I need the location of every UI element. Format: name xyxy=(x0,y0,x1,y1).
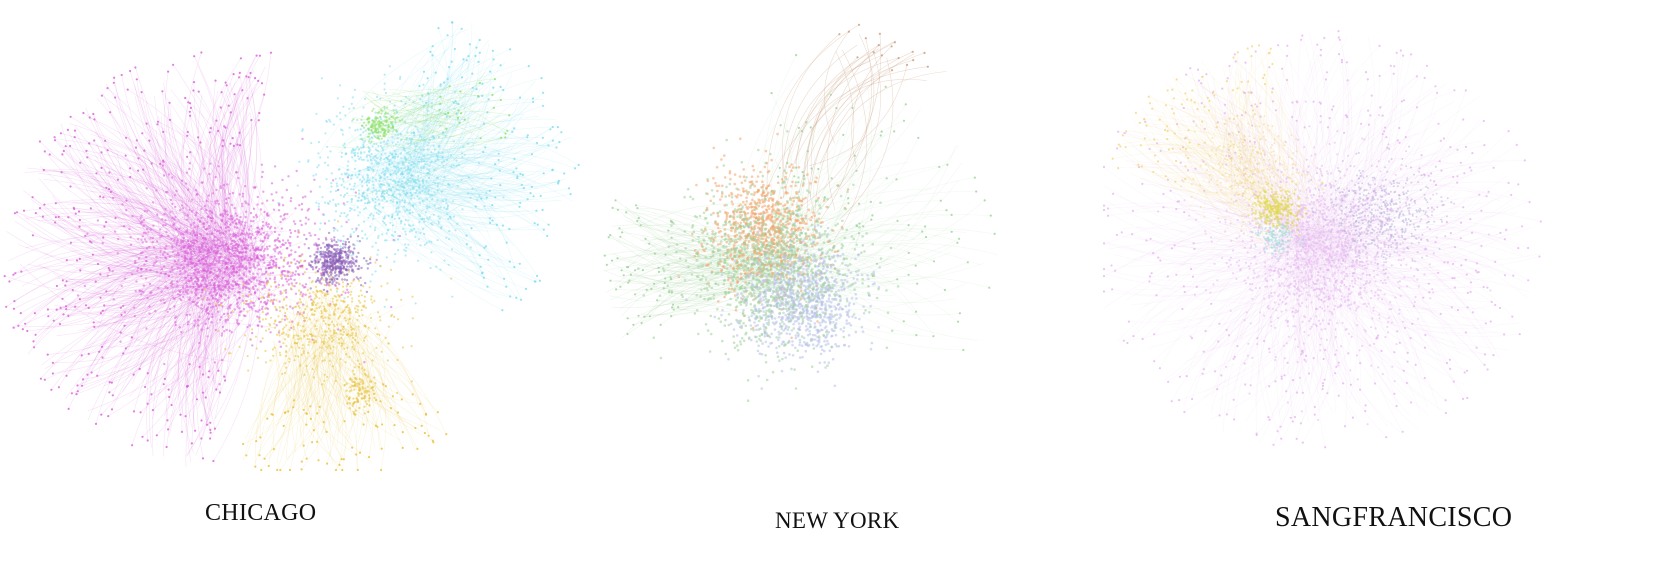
edge-layer xyxy=(1102,30,1545,449)
edge-layer xyxy=(603,23,998,352)
chicago-network-graph xyxy=(3,21,580,472)
san-francisco-network-graph xyxy=(1102,30,1545,449)
node-layer xyxy=(637,130,900,403)
new-york-panel: NEW YORK xyxy=(600,0,1120,566)
chicago-panel: CHICAGO xyxy=(0,0,600,566)
san-francisco-label: SANGFRANCISCO xyxy=(1275,502,1513,533)
san-francisco-panel: SANGFRANCISCO xyxy=(1100,0,1680,566)
node-layer xyxy=(1157,100,1492,426)
edge-layer xyxy=(3,21,580,472)
new-york-label: NEW YORK xyxy=(775,508,900,533)
chicago-label: CHICAGO xyxy=(205,500,317,526)
node-layer xyxy=(76,65,505,415)
new-york-network-graph xyxy=(603,23,998,403)
